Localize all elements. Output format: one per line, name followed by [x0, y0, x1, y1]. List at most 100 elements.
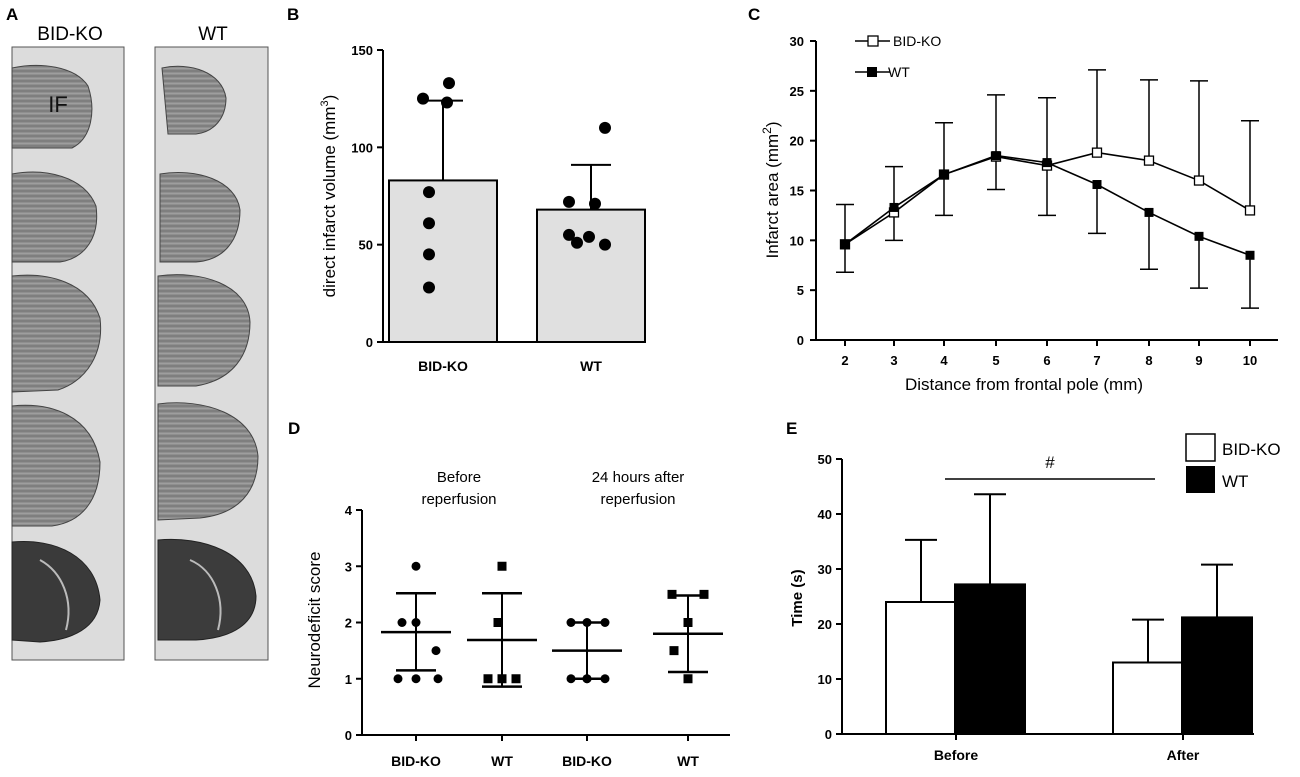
data-point — [441, 96, 453, 109]
data-point-wt — [1042, 158, 1052, 168]
data-point — [423, 281, 435, 294]
panel-label-b: B — [287, 5, 299, 24]
data-point — [423, 186, 435, 199]
bar — [536, 208, 646, 343]
data-point-wt — [1194, 231, 1204, 241]
data-point — [699, 589, 709, 599]
brain-slice — [161, 65, 227, 135]
data-point-bid-ko — [1143, 155, 1155, 166]
bar — [1181, 616, 1253, 736]
group-caption: 24 hours after — [592, 469, 685, 486]
x-tick-label: BID-KO — [562, 753, 612, 769]
data-point — [566, 674, 576, 684]
x-tick-label: 2 — [841, 353, 848, 368]
x-tick-label: WT — [580, 358, 602, 374]
legend-label-bid-ko: BID-KO — [893, 33, 941, 49]
data-point — [600, 618, 610, 627]
x-tick-label: 3 — [890, 353, 897, 368]
data-point — [563, 195, 575, 208]
y-axis-title: Time (s) — [789, 569, 806, 626]
data-point-wt — [1092, 180, 1102, 190]
panel-label-a: A — [6, 5, 18, 24]
data-point-bid-ko — [1193, 175, 1205, 186]
x-tick-label: BID-KO — [391, 753, 441, 769]
y-tick-label: 15 — [790, 184, 804, 199]
y-tick-label: 0 — [797, 333, 804, 348]
panel-b-chart: BID-KO WT 0 50 100 150 direct infarct volume (… — [319, 43, 646, 374]
legend-marker-bid-ko — [867, 35, 879, 47]
legend-label-wt: WT — [888, 64, 910, 80]
legend-marker-wt — [867, 67, 877, 77]
panel-c-chart: 0 5 10 15 20 25 30 2 3 4 5 6 7 8 9 10 BID-KO WT Distance f… — [760, 33, 1278, 394]
bar — [1112, 661, 1184, 735]
x-tick-label: WT — [491, 753, 513, 769]
data-point-wt — [991, 151, 1001, 161]
data-point — [423, 217, 435, 230]
x-tick-label: BID-KO — [418, 358, 468, 374]
data-point-wt — [1245, 250, 1255, 260]
panel-label-d: D — [288, 419, 300, 438]
x-tick-label: Before — [934, 747, 979, 763]
y-axis-title: direct infarct volume (mm3) — [319, 95, 339, 298]
data-point — [582, 674, 592, 684]
panel-d-chart: 0 1 2 3 4 BID-KO WT BID-KO WT Before reperfusion 24… — [305, 469, 730, 769]
data-point — [599, 238, 611, 251]
brain-slice — [39, 559, 70, 631]
group-caption: Before — [437, 469, 481, 486]
data-point — [423, 248, 435, 261]
data-point — [497, 674, 507, 684]
data-point — [683, 674, 693, 684]
data-point — [433, 674, 443, 684]
data-point — [483, 674, 493, 684]
column-label-wt: WT — [198, 24, 228, 45]
x-tick-label: 10 — [1243, 353, 1257, 368]
data-point — [566, 618, 576, 627]
y-tick-label: 10 — [818, 672, 832, 687]
y-tick-label: 5 — [797, 283, 804, 298]
data-point — [583, 230, 595, 243]
y-axis-title: Neurodeficit score — [305, 551, 324, 688]
y-tick-label: 0 — [825, 727, 832, 742]
data-point — [683, 618, 693, 627]
panel-a-brain-slices: BID-KO WT IF — [11, 24, 269, 661]
brain-slice — [11, 540, 101, 643]
infarct-label: IF — [48, 92, 68, 117]
data-point — [443, 77, 455, 90]
x-tick-label: 8 — [1145, 353, 1152, 368]
data-point — [563, 228, 575, 241]
data-point — [411, 618, 421, 627]
data-point — [397, 618, 407, 627]
data-point-bid-ko — [1091, 147, 1103, 158]
data-point — [669, 646, 679, 656]
data-point-wt — [1144, 207, 1154, 217]
data-point — [589, 197, 601, 210]
y-tick-label: 4 — [345, 503, 353, 518]
bar — [388, 179, 498, 343]
y-axis-title: Infarct area (mm2) — [760, 121, 782, 258]
x-tick-label: 9 — [1195, 353, 1202, 368]
x-tick-label: 4 — [940, 353, 948, 368]
y-tick-label: 0 — [366, 335, 373, 350]
data-point-wt — [889, 202, 899, 212]
brain-slice — [189, 559, 222, 631]
bar — [885, 601, 957, 735]
brain-slice — [159, 172, 241, 263]
y-tick-label: 100 — [351, 140, 373, 155]
x-tick-label: 7 — [1093, 353, 1100, 368]
data-point-wt — [939, 170, 949, 180]
data-point-bid-ko — [1244, 205, 1256, 216]
y-tick-label: 25 — [790, 84, 804, 99]
y-tick-label: 20 — [790, 134, 804, 149]
data-point-wt — [840, 239, 850, 249]
data-point — [411, 561, 421, 571]
y-tick-label: 30 — [818, 562, 832, 577]
y-tick-label: 50 — [818, 452, 832, 467]
data-point — [417, 92, 429, 105]
data-point — [571, 236, 583, 249]
x-tick-label: 5 — [992, 353, 999, 368]
data-point — [497, 561, 507, 571]
x-tick-label: WT — [677, 753, 699, 769]
panel-label-c: C — [748, 5, 760, 24]
y-tick-label: 30 — [790, 34, 804, 49]
